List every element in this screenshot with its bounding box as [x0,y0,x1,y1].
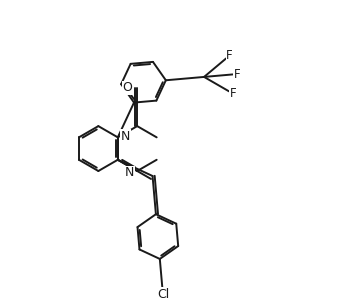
Text: F: F [226,49,233,62]
Text: O: O [123,81,133,94]
Text: Cl: Cl [157,288,169,301]
Text: N: N [125,166,134,179]
Text: N: N [121,130,130,143]
Text: F: F [234,68,241,81]
Text: F: F [230,87,236,100]
